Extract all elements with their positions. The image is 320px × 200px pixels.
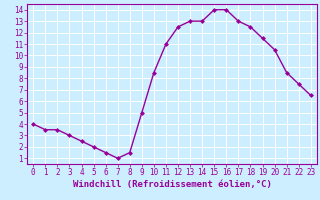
X-axis label: Windchill (Refroidissement éolien,°C): Windchill (Refroidissement éolien,°C) — [73, 180, 271, 189]
